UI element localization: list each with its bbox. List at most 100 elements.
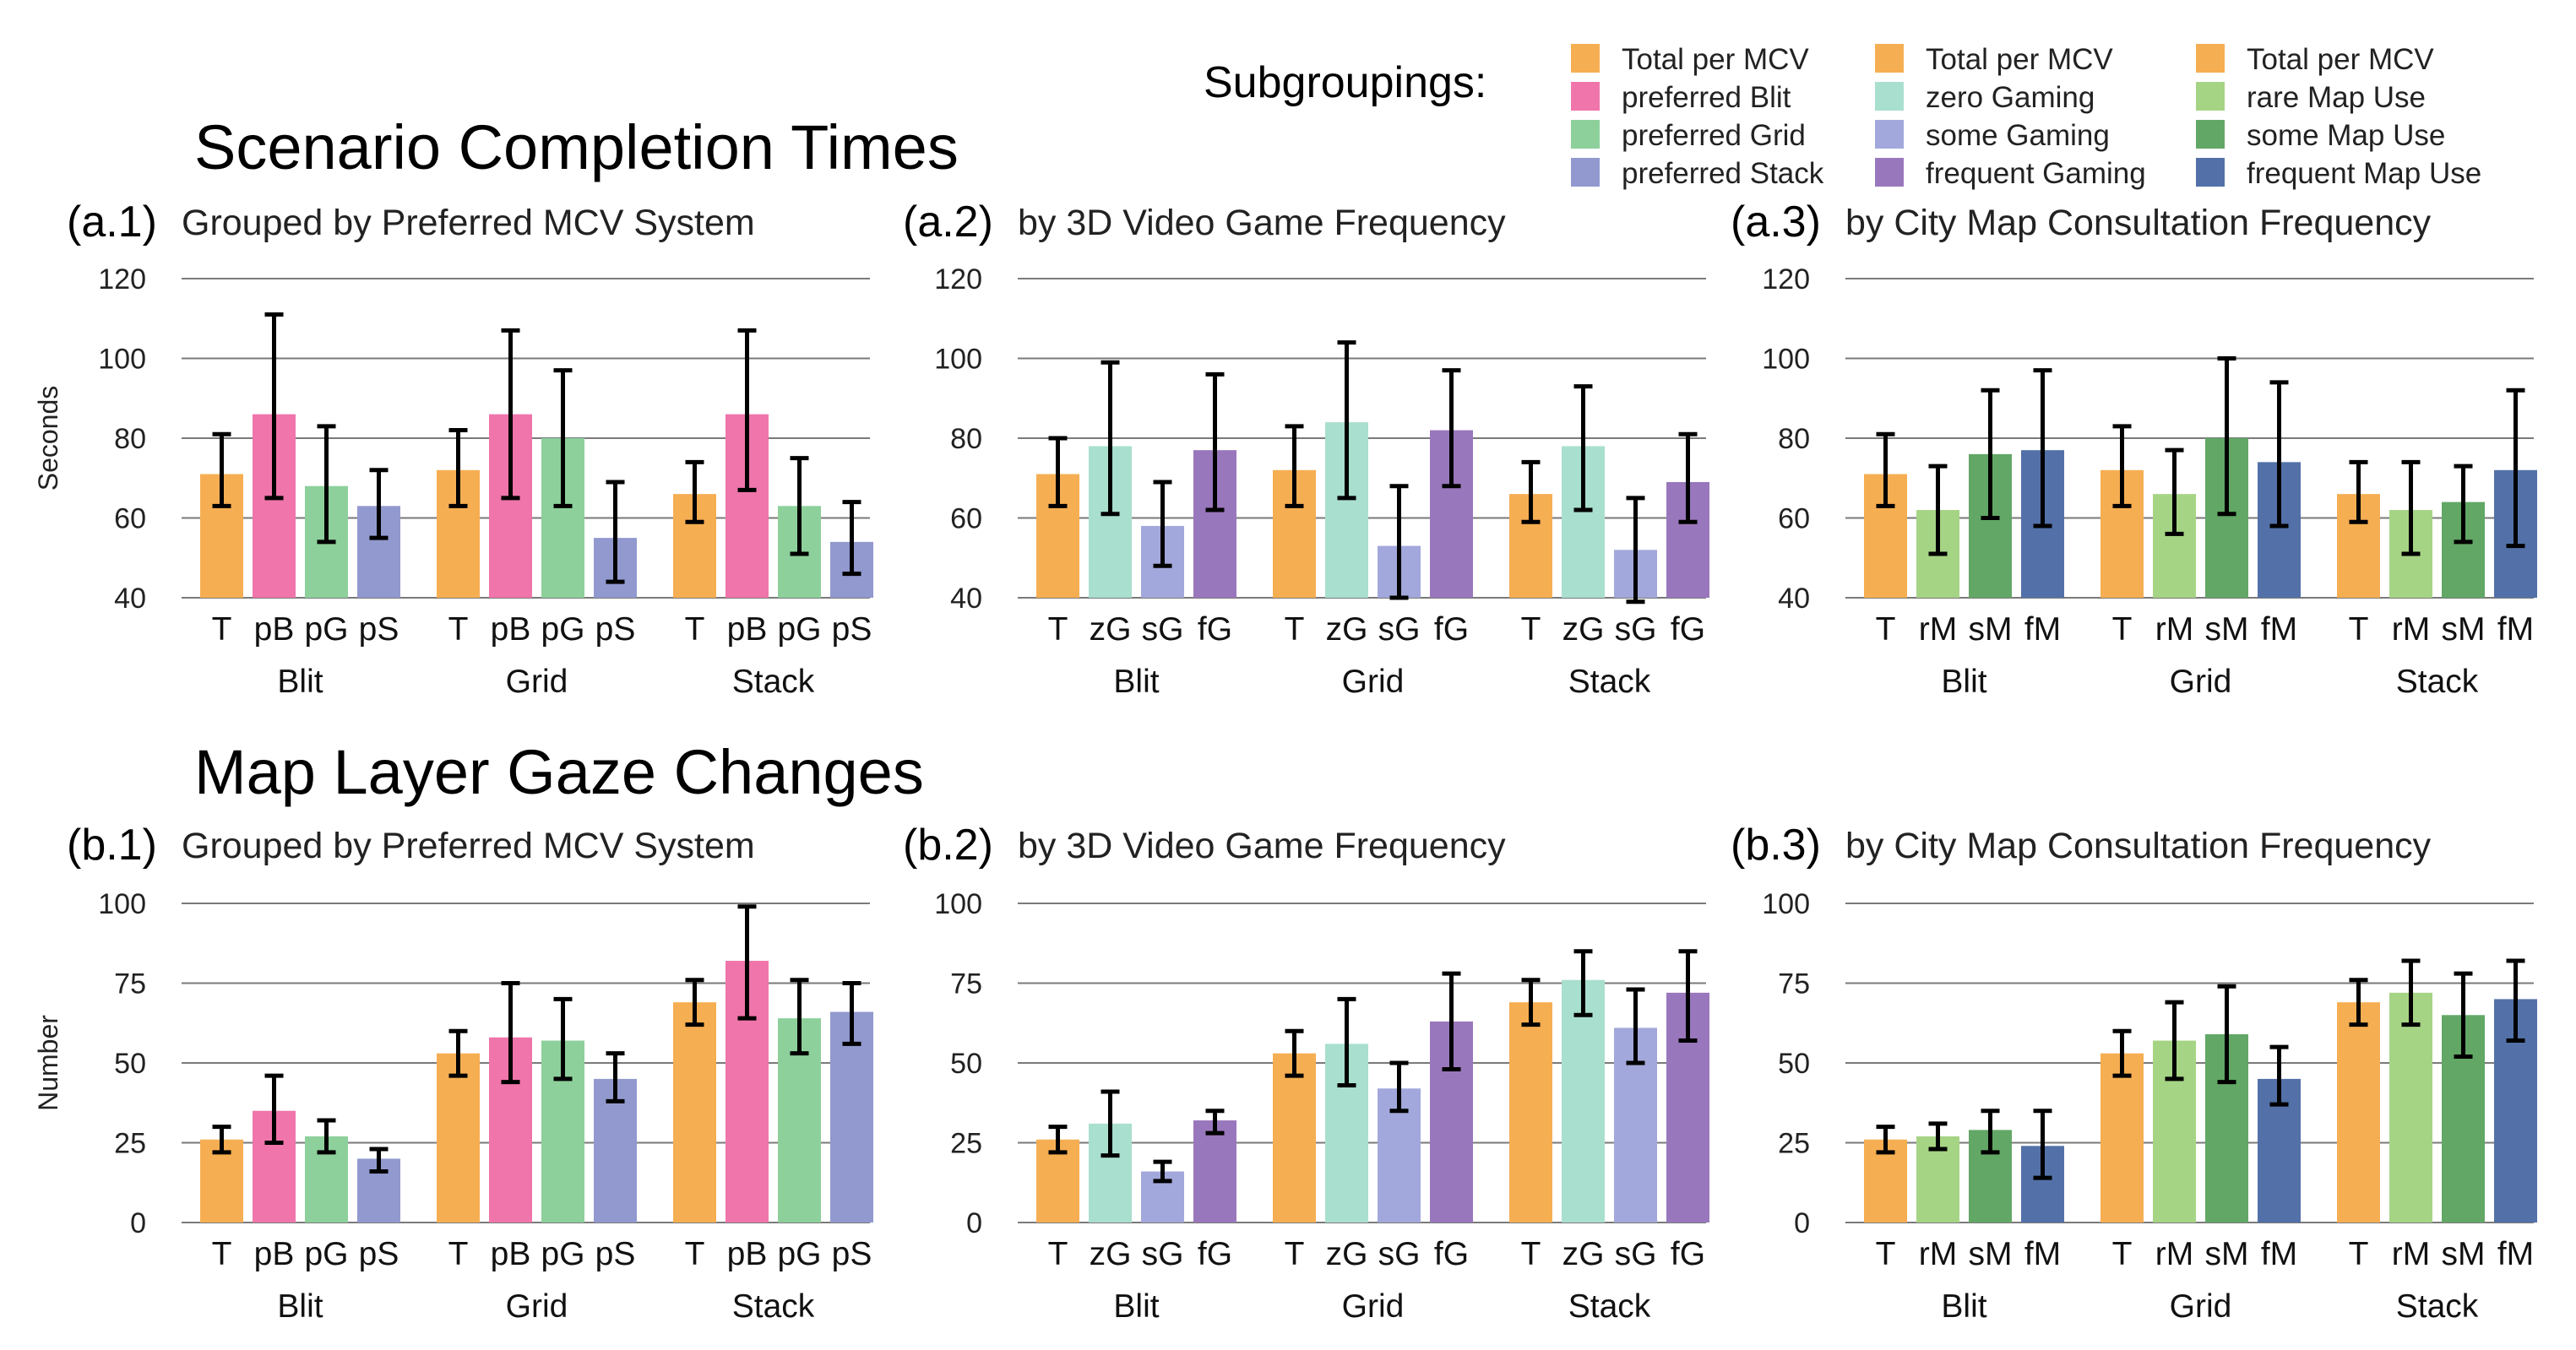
error-bar (1389, 1060, 1409, 1114)
legend-swatch-fM (2196, 158, 2225, 187)
x-group-label: Grid (2170, 1288, 2232, 1325)
panel-title: Grouped by Preferred MCV System (182, 826, 755, 866)
x-subtick-label: zG (1090, 1236, 1132, 1272)
x-subtick-label: sG (1615, 1236, 1657, 1272)
x-subtick-label: T (1048, 1236, 1068, 1272)
x-subtick-label: rM (1919, 1236, 1957, 1272)
x-subtick-label: fG (1434, 1236, 1469, 1272)
legend-swatch-fG (1875, 158, 1904, 187)
error-bar (790, 456, 809, 556)
x-subtick-label: rM (1919, 611, 1957, 648)
bar-blit-fG (1193, 1120, 1236, 1223)
legend-label: preferred Stack (1622, 157, 1824, 190)
error-bar (1521, 978, 1541, 1027)
x-subtick-label: T (685, 611, 705, 648)
y-tick-label: 40 (950, 583, 982, 615)
y-tick-label: 50 (114, 1048, 146, 1080)
heading-map-layer-gaze-changes: Map Layer Gaze Changes (194, 737, 924, 807)
x-subtick-label: pG (304, 611, 348, 648)
error-bar (212, 431, 231, 508)
x-subtick-label: rM (2392, 611, 2430, 648)
x-subtick-label: T (212, 611, 232, 648)
bar-stack-T (2337, 1002, 2380, 1223)
error-bar (842, 500, 861, 577)
x-subtick-label: pB (727, 1236, 768, 1272)
x-group-label: Grid (1342, 664, 1405, 700)
x-subtick-label: rM (2155, 611, 2193, 648)
x-group-label: Blit (277, 1288, 323, 1325)
x-subtick-label: T (2349, 1236, 2369, 1272)
chart-a3: (a.3) by City Map Consultation Frequency 4… (1731, 198, 2537, 700)
panel-title: by 3D Video Game Frequency (1018, 203, 1506, 243)
error-bar (2112, 424, 2132, 508)
x-subtick-label: zG (1326, 611, 1368, 648)
legend-swatch-rM (2196, 82, 2225, 111)
error-bar (1337, 340, 1356, 501)
x-group-label: Grid (2170, 664, 2232, 700)
x-subtick-label: fM (2024, 611, 2061, 648)
y-tick-label: 60 (114, 503, 146, 535)
bar-grid-T (437, 1053, 480, 1223)
error-bar (553, 368, 573, 508)
x-subtick-label: pS (595, 611, 636, 648)
error-bar (317, 1118, 336, 1155)
error-bar (1048, 436, 1068, 508)
x-group-label: Blit (1113, 664, 1159, 700)
x-subtick-label: sM (2205, 611, 2249, 648)
heading-scenario-completion-times: Scenario Completion Times (194, 112, 959, 182)
x-subtick-label: T (685, 1236, 705, 1272)
x-subtick-label: sM (2442, 611, 2486, 648)
error-bar (2165, 1000, 2184, 1082)
legend-label: rare Map Use (2247, 81, 2426, 114)
x-group-label: Blit (1941, 664, 1986, 700)
x-subtick-label: fM (2261, 1236, 2297, 1272)
error-bar (2401, 958, 2421, 1027)
y-tick-label: 25 (114, 1128, 146, 1160)
error-bar (606, 480, 625, 584)
x-subtick-label: zG (1562, 1236, 1605, 1272)
x-group-label: Blit (1941, 1288, 1986, 1325)
x-group-label: Stack (732, 1288, 815, 1325)
error-bar (2217, 984, 2236, 1085)
error-bar (1337, 996, 1356, 1087)
error-bar (2217, 356, 2236, 517)
chart-a1: (a.1) Grouped by Preferred MCV System 40 60… (33, 198, 873, 700)
x-subtick-label: T (1521, 611, 1541, 648)
x-subtick-label: sM (2205, 1236, 2249, 1272)
error-bar (1205, 371, 1225, 512)
x-group-label: Grid (506, 1288, 568, 1325)
x-subtick-label: T (1285, 1236, 1305, 1272)
error-bar (1981, 388, 2000, 520)
error-bar (1678, 431, 1698, 524)
error-bar (1876, 1125, 1895, 1155)
error-bar (2269, 380, 2289, 529)
legend-label: preferred Grid (1622, 119, 1806, 152)
x-subtick-label: sM (2442, 1236, 2486, 1272)
x-group-label: Stack (1568, 664, 1651, 700)
x-group-label: Stack (2396, 664, 2479, 700)
x-subtick-label: T (2112, 1236, 2133, 1272)
x-subtick-label: fM (2024, 1236, 2061, 1272)
error-bar (1101, 1089, 1120, 1158)
error-bar (553, 996, 573, 1082)
charts: (a.1) Grouped by Preferred MCV System 40 60… (33, 198, 2537, 1325)
y-tick-label: 0 (966, 1207, 982, 1239)
x-subtick-label: pB (727, 611, 768, 648)
x-group-label: Blit (277, 664, 323, 700)
y-tick-label: 75 (1778, 968, 1810, 1000)
panel-label: (b.2) (903, 821, 993, 870)
x-subtick-label: sG (1378, 1236, 1421, 1272)
legend-swatch-pG (1571, 120, 1600, 149)
bar-stack-rM (2389, 992, 2432, 1223)
x-subtick-label: pG (541, 611, 584, 648)
x-group-label: Grid (1342, 1288, 1405, 1325)
legend-label: Total per MCV (2247, 43, 2434, 76)
x-subtick-label: pG (541, 1236, 584, 1272)
legend-swatch-pB (1571, 82, 1600, 111)
y-axis-label: Number (33, 1015, 63, 1111)
x-group-label: Grid (506, 664, 568, 700)
x-subtick-label: zG (1562, 611, 1605, 648)
x-subtick-label: fG (1198, 1236, 1232, 1272)
error-bar (1285, 1028, 1304, 1078)
